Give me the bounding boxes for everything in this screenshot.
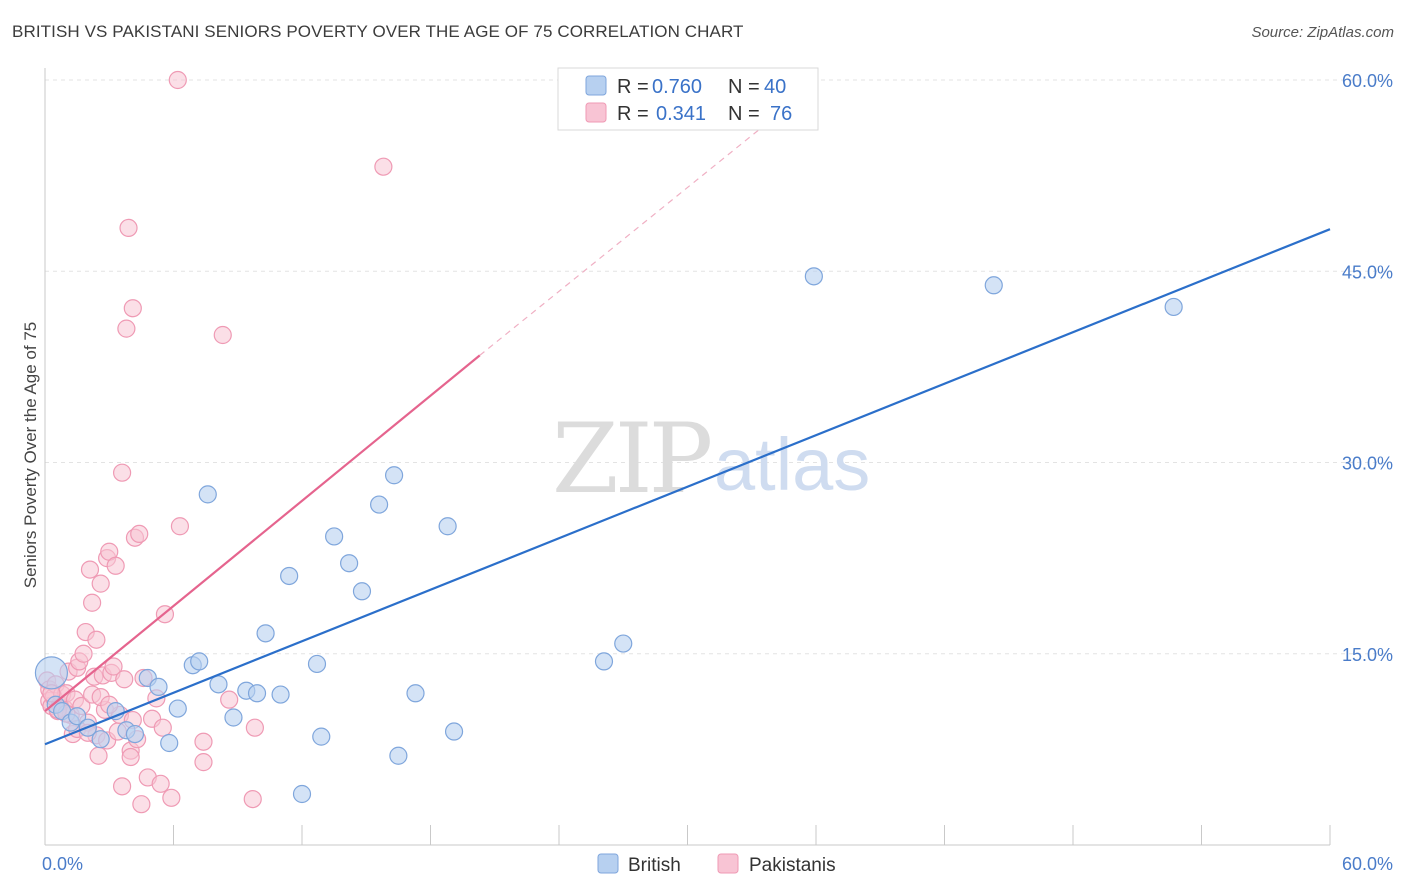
pakistani-point (83, 593, 102, 612)
pakistani-trend-extension (479, 117, 774, 356)
british-point (384, 466, 404, 485)
pakistani-point (115, 670, 134, 689)
y-axis-title: Seniors Poverty Over the Age of 75 (21, 322, 40, 588)
british-point (370, 495, 389, 514)
british-point (247, 684, 267, 703)
british-point (307, 654, 327, 674)
pakistani-point (374, 157, 393, 176)
series-legend: British Pakistanis (597, 853, 836, 876)
british-point (352, 582, 372, 601)
british-point (168, 699, 187, 718)
british-point (68, 707, 87, 726)
british-point (325, 527, 344, 546)
pakistani-point (132, 795, 151, 814)
watermark: ZIP atlas (552, 403, 870, 515)
legend-swatch-british (585, 75, 607, 96)
legend-n-label-british: N = (728, 76, 760, 98)
bottom-legend-swatch-pakistani (717, 853, 739, 874)
british-point (190, 652, 209, 671)
y-tick-label: 15.0% (1342, 645, 1393, 665)
pakistani-point (87, 630, 106, 649)
legend-r-label-british: R = (617, 76, 649, 98)
pakistani-point (89, 746, 108, 765)
legend-r-value-pakistani: 0.341 (656, 103, 706, 125)
x-tick-label: 60.0% (1342, 854, 1393, 874)
pakistani-point (220, 690, 239, 709)
british-point (198, 485, 217, 504)
pakistani-point (104, 657, 123, 676)
pakistani-point (117, 319, 136, 338)
british-point (406, 684, 425, 703)
british-point (444, 722, 464, 741)
british-point (312, 727, 331, 746)
pakistani-point (194, 753, 213, 772)
pakistani-point (162, 788, 181, 807)
legend-r-label-pakistani: R = (617, 103, 649, 125)
pakistani-point (80, 560, 100, 579)
trend-layer (44, 117, 1331, 746)
pakistani-point (194, 732, 213, 751)
watermark-atlas: atlas (714, 423, 870, 506)
pakistani-point (121, 747, 140, 767)
british-point (209, 675, 228, 694)
x-tick-label: 0.0% (42, 854, 83, 874)
pakistani-point (112, 777, 132, 796)
british-point (292, 784, 312, 804)
watermark-zip: ZIP (552, 403, 711, 515)
pakistani-point (106, 556, 125, 575)
y-tick-label: 45.0% (1342, 262, 1393, 282)
british-point (91, 730, 110, 749)
pakistani-point (74, 644, 93, 663)
pakistani-point (243, 789, 262, 809)
british-points (34, 267, 1183, 804)
pakistani-point (119, 218, 138, 237)
british-trend-line (44, 228, 1331, 746)
pakistani-point (153, 718, 172, 737)
pakistani-point (170, 517, 190, 536)
correlation-legend: R = 0.760 N = 40 R = 0.341 N = 76 (557, 67, 819, 131)
british-point (271, 685, 290, 704)
pakistani-point (151, 774, 170, 793)
legend-n-value-british: 40 (764, 76, 786, 98)
chart-title: BRITISH VS PAKISTANI SENIORS POVERTY OVE… (12, 22, 744, 41)
bottom-legend-swatch-british (597, 853, 619, 874)
british-point (256, 624, 275, 643)
y-tick-label: 60.0% (1342, 71, 1393, 91)
british-point (149, 677, 168, 697)
british-point (340, 554, 359, 573)
pakistani-point (112, 463, 132, 482)
pakistani-point (123, 299, 142, 318)
axis-layer: 15.0% 30.0% 45.0% 60.0% 0.0% 60.0% (42, 68, 1393, 874)
british-point (1164, 297, 1183, 317)
grid-layer (45, 79, 1392, 655)
british-point (34, 656, 69, 690)
bottom-legend-label-pakistani: Pakistanis (749, 855, 836, 876)
british-point (594, 652, 614, 671)
british-point (804, 267, 823, 286)
legend-r-value-british: 0.760 (652, 76, 702, 98)
pakistani-point (91, 574, 110, 593)
pakistani-point (245, 718, 264, 737)
y-tick-label: 30.0% (1342, 454, 1393, 474)
british-point (280, 566, 299, 586)
pakistani-point (168, 70, 187, 90)
british-point (389, 746, 408, 765)
legend-swatch-pakistani (585, 102, 607, 123)
pakistani-points (38, 70, 393, 814)
british-point (125, 724, 145, 744)
british-point (614, 634, 633, 653)
pakistani-point (130, 524, 149, 544)
legend-n-label-pakistani: N = (728, 103, 760, 125)
legend-n-value-pakistani: 76 (770, 103, 792, 125)
british-point (224, 708, 243, 727)
bottom-legend-label-british: British (628, 855, 681, 876)
british-point (984, 276, 1003, 295)
british-point (438, 517, 457, 536)
pakistani-point (213, 325, 232, 345)
pakistani-trend-line (44, 354, 481, 712)
source-label: Source: ZipAtlas.com (1251, 24, 1394, 41)
british-point (160, 733, 179, 753)
